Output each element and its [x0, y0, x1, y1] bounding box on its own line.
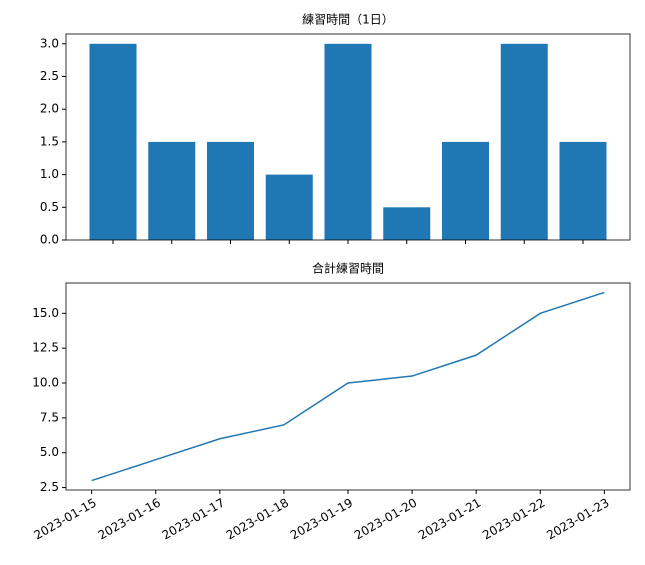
x-tick-label: 2023-01-20 [352, 496, 419, 543]
chart-title: 練習時間（1日） [302, 13, 394, 27]
y-tick-label: 3.0 [40, 36, 59, 50]
x-tick-label: 2023-01-17 [160, 496, 227, 543]
axes-frame [65, 33, 631, 241]
y-tick-label: 2.5 [40, 69, 59, 83]
y-tick-label: 1.0 [40, 167, 59, 181]
x-tick-label: 2023-01-23 [544, 496, 611, 543]
y-tick-label: 1.5 [40, 134, 59, 148]
y-tick-label: 12.5 [32, 341, 59, 355]
axes-frame [65, 282, 631, 491]
bar [148, 141, 196, 240]
x-tick-label: 2023-01-18 [224, 496, 291, 543]
x-tick-label: 2023-01-22 [480, 496, 547, 543]
x-tick-label: 2023-01-15 [31, 496, 98, 543]
bar [324, 43, 372, 240]
bar [559, 141, 607, 240]
y-tick-label: 0.0 [40, 233, 59, 247]
x-tick-label: 2023-01-19 [288, 496, 355, 543]
y-tick-label: 10.0 [32, 376, 59, 390]
y-tick-label: 0.5 [40, 200, 59, 214]
chart-title: 合計練習時間 [312, 261, 384, 276]
y-tick-label: 7.5 [40, 410, 59, 424]
bar [442, 141, 489, 240]
y-tick-label: 2.0 [40, 102, 59, 116]
bar [207, 141, 254, 240]
x-tick-label: 2023-01-21 [416, 496, 483, 543]
y-tick-label: 5.0 [40, 445, 59, 459]
y-tick-label: 2.5 [40, 480, 59, 494]
bar [383, 207, 431, 240]
x-tick-label: 2023-01-16 [96, 496, 163, 543]
bar [265, 174, 313, 240]
line [91, 291, 605, 482]
y-tick-label: 15.0 [32, 306, 59, 320]
bar [89, 43, 137, 240]
bar [500, 43, 548, 240]
